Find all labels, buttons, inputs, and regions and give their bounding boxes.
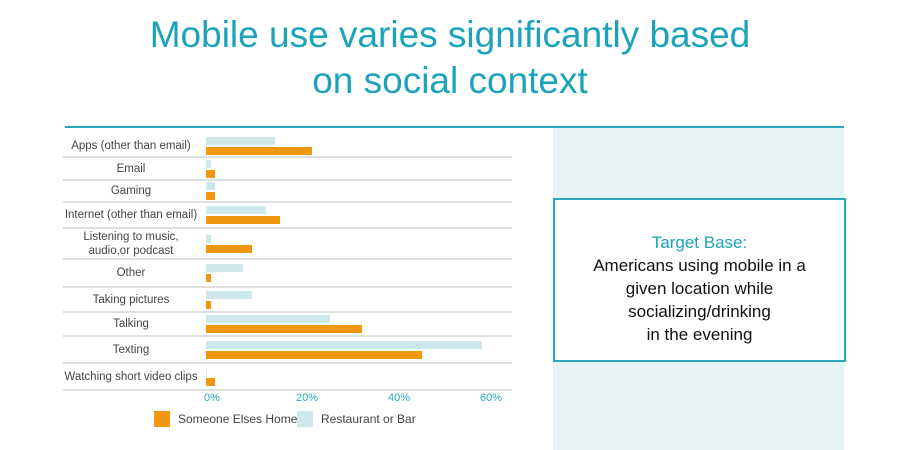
row-separator [63,258,512,260]
category-label: Email [116,162,146,175]
category-label: Internet (other than email) [64,209,198,221]
bar-restaurant-or-bar [206,290,252,299]
target-base-heading: Target Base: [651,233,748,252]
bar-someone-elses-home [206,216,280,224]
bar-restaurant-or-bar [206,264,243,272]
row-separator [63,201,512,203]
x-tick-label: 60% [480,392,503,404]
bar-restaurant-or-bar [206,136,275,145]
x-tick-label: 20% [296,392,319,404]
bar-restaurant-or-bar [206,234,211,243]
row-separator [63,227,512,229]
row-separator [63,311,512,313]
title-line-1: Mobile use varies significantly based [149,14,751,55]
x-tick-label: 40% [388,392,411,404]
bar-restaurant-or-bar [206,367,208,376]
row-separator [63,156,512,158]
legend-label-home: Someone Elses Home [178,412,298,426]
row-separator [63,389,512,391]
bar-someone-elses-home [206,244,252,253]
legend-swatch-home [154,411,170,427]
category-label: Other [116,267,146,279]
target-base-box: Target Base: Americans using mobile in a… [553,198,846,362]
category-label: Texting [112,343,150,356]
x-tick-label: 0% [204,392,220,404]
row-separator [63,362,512,364]
row-separator [63,179,512,181]
bar-restaurant-or-bar [206,159,211,168]
bar-restaurant-or-bar [206,182,216,190]
bar-someone-elses-home [206,169,216,178]
bar-someone-elses-home [206,146,312,155]
bar-restaurant-or-bar [206,206,266,214]
row-separator [63,335,512,337]
category-label: Taking pictures [92,293,170,306]
bar-restaurant-or-bar [206,315,331,323]
bar-restaurant-or-bar [206,340,482,349]
bar-someone-elses-home [206,350,423,359]
page-title: Mobile use varies significantly based on… [0,12,900,104]
bar-someone-elses-home [206,377,216,386]
category-label: Listening to music, audio,or podcast [83,230,179,257]
target-base-description: Americans using mobile in a given locati… [593,256,806,344]
category-label: Watching short video clips [64,370,198,383]
legend-swatch-restaurant [297,411,313,427]
bar-someone-elses-home [206,325,363,333]
bar-someone-elses-home [206,300,211,309]
header-divider [65,126,844,128]
legend-label-restaurant: Restaurant or Bar [321,412,416,426]
legend-item-home: Someone Elses Home [154,411,297,427]
row-separator [63,286,512,288]
bar-someone-elses-home [206,192,216,200]
legend-item-restaurant: Restaurant or Bar [297,411,416,427]
bar-someone-elses-home [206,274,211,282]
title-line-2: on social context [312,60,588,101]
category-label: Apps (other than email) [71,139,191,152]
category-label: Talking [113,318,149,330]
category-label: Gaming [110,185,152,197]
